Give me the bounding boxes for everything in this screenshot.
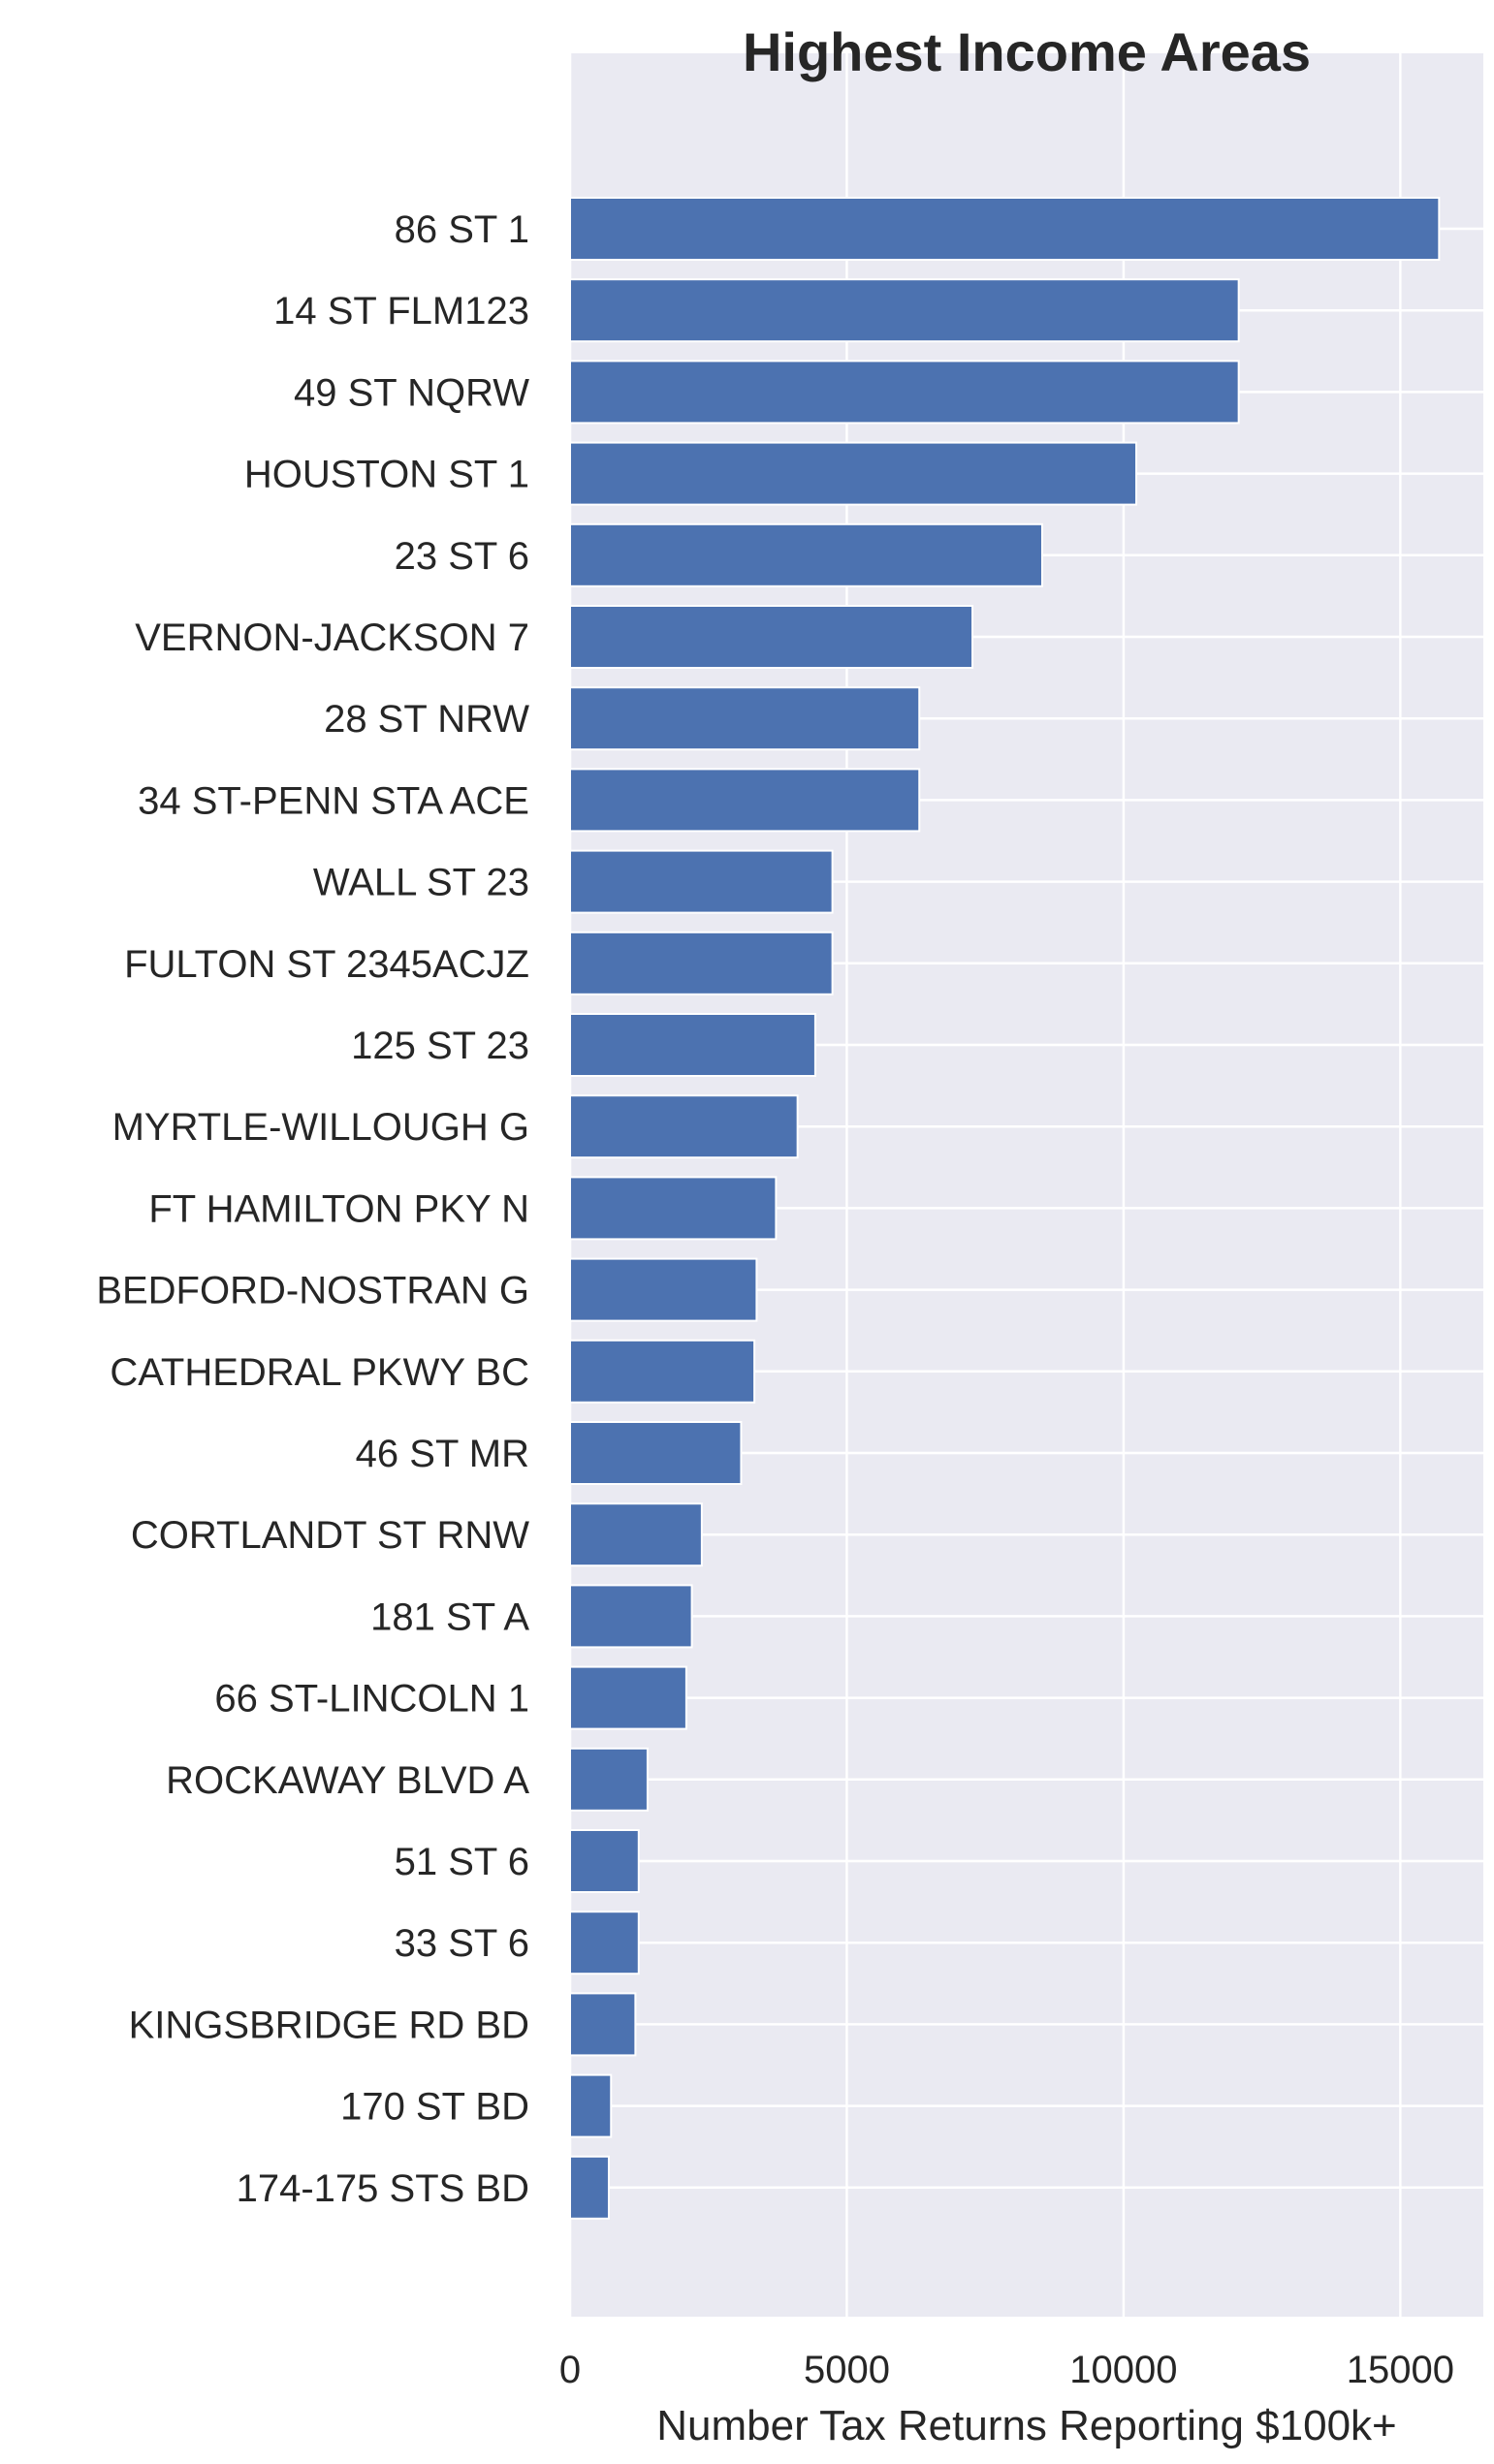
category-label: ROCKAWAY BLVD A: [166, 1759, 529, 1802]
category-label: HOUSTON ST 1: [244, 454, 529, 496]
bar: [569, 1665, 687, 1730]
bar: [569, 1257, 758, 1322]
category-label: 14 ST FLM123: [273, 290, 529, 332]
bar: [569, 1747, 649, 1812]
bar: [569, 1502, 703, 1567]
bar: [569, 278, 1240, 343]
category-label: KINGSBRIDGE RD BD: [129, 2004, 529, 2046]
category-label: 86 ST 1: [395, 208, 529, 251]
bar: [569, 197, 1441, 261]
bar: [569, 1584, 693, 1649]
bar: [569, 1421, 743, 1485]
bar: [569, 605, 974, 669]
bar: [569, 1829, 640, 1893]
category-label: WALL ST 23: [313, 862, 529, 904]
x-tick-label: 5000: [804, 2349, 890, 2391]
bar: [569, 2155, 610, 2220]
category-label: 46 ST MR: [356, 1433, 529, 1475]
bar: [569, 1992, 637, 2057]
bars: [569, 197, 1441, 2220]
category-label: BEDFORD-NOSTRAN G: [96, 1270, 529, 1312]
category-label: MYRTLE-WILLOUGH G: [112, 1106, 529, 1149]
category-label: 66 ST-LINCOLN 1: [214, 1678, 529, 1721]
bar: [569, 1911, 640, 1975]
category-label: VERNON-JACKSON 7: [135, 616, 529, 659]
category-label: CORTLANDT ST RNW: [131, 1514, 529, 1557]
category-label: 34 ST-PENN STA ACE: [138, 779, 529, 822]
category-label: 174-175 STS BD: [237, 2167, 529, 2210]
category-label: 170 ST BD: [340, 2086, 529, 2129]
bar: [569, 768, 921, 833]
category-label: 28 ST NRW: [324, 698, 529, 741]
category-label: 181 ST A: [370, 1595, 529, 1638]
bar: [569, 1176, 778, 1241]
category-labels: 86 ST 1 14 ST FLM123 49 ST NQRW HOUSTON ST …: [96, 208, 529, 2210]
x-tick-label: 15000: [1347, 2349, 1454, 2391]
x-axis-title: Number Tax Returns Reporting $100k+: [656, 2402, 1397, 2449]
bar: [569, 1339, 756, 1404]
category-label: CATHEDRAL PKWY BC: [110, 1351, 529, 1394]
category-label: 33 ST 6: [395, 1922, 529, 1965]
category-label: 23 ST 6: [395, 535, 529, 578]
category-label: 51 ST 6: [395, 1841, 529, 1883]
category-label: 125 ST 23: [351, 1025, 529, 1067]
chart-title: Highest Income Areas: [743, 21, 1311, 82]
category-label: FULTON ST 2345ACJZ: [124, 943, 529, 986]
bar: [569, 849, 834, 914]
x-tick-labels: 0 5000 10000 15000: [559, 2349, 1454, 2391]
bar: [569, 931, 834, 995]
bar: [569, 441, 1138, 506]
bar: [569, 1094, 799, 1159]
x-tick-label: 10000: [1069, 2349, 1177, 2391]
x-tick-label: 0: [559, 2349, 581, 2391]
bar: [569, 686, 921, 751]
bar: [569, 360, 1240, 425]
bar: [569, 2073, 613, 2138]
category-label: FT HAMILTON PKY N: [148, 1187, 529, 1230]
bar: [569, 1013, 816, 1077]
bar: [569, 522, 1043, 587]
category-label: 49 ST NQRW: [294, 371, 529, 414]
